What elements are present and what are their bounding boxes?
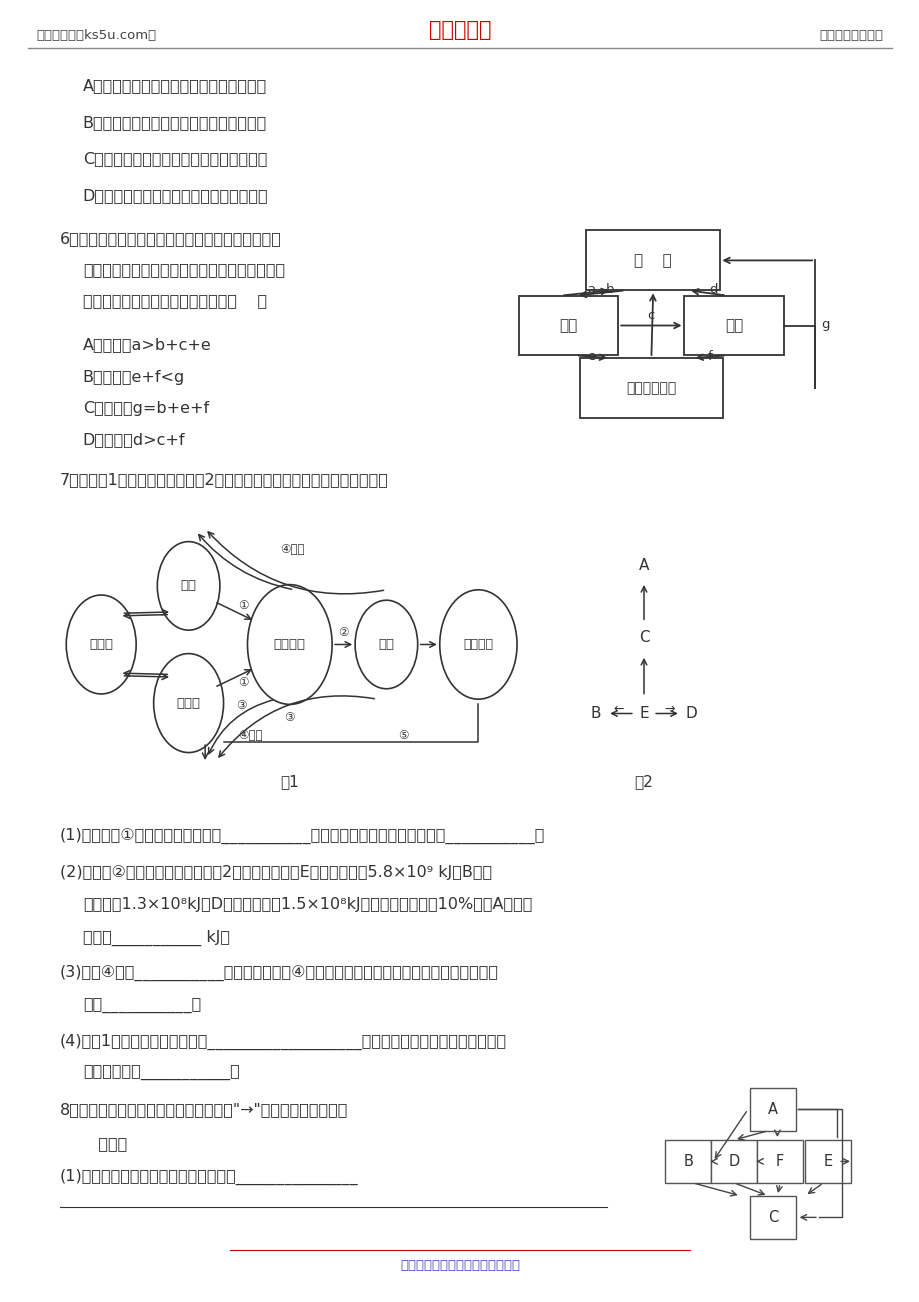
Text: (1)通过过程①，碳由无机环境中的___________转变成绿色植物（如玉米）中的___________。: (1)通过过程①，碳由无机环境中的___________转变成绿色植物（如玉米）… (60, 828, 545, 844)
FancyBboxPatch shape (664, 1141, 710, 1182)
Text: B．秋季，e+f<g: B．秋季，e+f<g (83, 370, 185, 385)
Circle shape (247, 585, 332, 704)
Text: C: C (766, 1210, 777, 1225)
Text: g: g (821, 318, 829, 331)
Text: 图1: 图1 (280, 773, 299, 789)
Text: 具有的特点是___________。: 具有的特点是___________。 (83, 1065, 239, 1081)
Text: 高考资源网（ks5u.com）: 高考资源网（ks5u.com） (37, 29, 157, 42)
Text: 动物: 动物 (378, 638, 394, 651)
Text: (2)设过程②代表的生物之间有如图2所示的关系，若E种群的能量为5.8×10⁹ kJ，B种群: (2)设过程②代表的生物之间有如图2所示的关系，若E种群的能量为5.8×10⁹ … (60, 865, 492, 880)
Text: 7．下面图1为碳循环示意图，图2为某一食物网示意图，请据图回答问题：: 7．下面图1为碳循环示意图，图2为某一食物网示意图，请据图回答问题： (60, 471, 388, 487)
Text: E: E (639, 706, 648, 721)
Text: ⑤: ⑤ (397, 729, 408, 742)
Text: 方向和转移量。下列选项正确的是（    ）: 方向和转移量。下列选项正确的是（ ） (83, 293, 267, 309)
Text: 能量是___________ kJ。: 能量是___________ kJ。 (83, 930, 230, 945)
Text: ②: ② (338, 626, 348, 639)
Text: ①: ① (238, 599, 249, 612)
Text: b: b (605, 283, 614, 296)
Text: (4)由图1可见，碳循环的特点是___________________。伴随着物质循环进行的能量流动: (4)由图1可见，碳循环的特点是___________________。伴随着物… (60, 1034, 506, 1049)
Text: A: A (767, 1101, 777, 1117)
Text: a: a (587, 283, 595, 296)
Text: f: f (707, 350, 712, 363)
Text: D: D (728, 1154, 739, 1169)
Text: 大气圈: 大气圈 (176, 697, 200, 710)
FancyBboxPatch shape (749, 1195, 795, 1240)
Text: 素循环如下图，箭头和字母分别表示碳素传递的: 素循环如下图，箭头和字母分别表示碳素传递的 (83, 262, 285, 277)
Circle shape (66, 595, 136, 694)
Text: 回答：: 回答： (83, 1135, 127, 1151)
Text: 6．我国北方处于平衡状态的某森林生态系统，其碳: 6．我国北方处于平衡状态的某森林生态系统，其碳 (60, 230, 281, 246)
FancyBboxPatch shape (710, 1141, 756, 1182)
Text: 高考资源网版权所有，侵权必究！: 高考资源网版权所有，侵权必究！ (400, 1259, 519, 1272)
Text: ①: ① (238, 676, 249, 689)
FancyBboxPatch shape (749, 1088, 795, 1130)
FancyBboxPatch shape (756, 1141, 802, 1182)
Text: ④遗体: ④遗体 (280, 543, 304, 556)
Text: 成了___________。: 成了___________。 (83, 997, 201, 1013)
Text: 水圈: 水圈 (180, 579, 197, 592)
Text: E: E (823, 1154, 832, 1169)
Text: (3)过程④表示___________作用。参与过程④的生物与同区域中的动植物等其他生物共同构: (3)过程④表示___________作用。参与过程④的生物与同区域中的动植物等… (60, 965, 498, 980)
Text: C．甲为分解者，乙为生产者，丙为消费者: C．甲为分解者，乙为生产者，丙为消费者 (83, 151, 267, 167)
Text: 您身边的高考专家: 您身边的高考专家 (818, 29, 882, 42)
Text: D: D (686, 706, 697, 721)
FancyBboxPatch shape (579, 358, 722, 418)
FancyBboxPatch shape (804, 1141, 850, 1182)
Text: ③: ③ (284, 711, 295, 724)
Text: 大    气: 大 气 (633, 253, 672, 268)
Circle shape (157, 542, 220, 630)
Text: ③: ③ (235, 699, 246, 712)
Text: 动物: 动物 (724, 318, 743, 333)
Text: e: e (587, 350, 595, 363)
Text: (1)写出图中含有四个营养级的食物链：_______________: (1)写出图中含有四个营养级的食物链：_______________ (60, 1169, 358, 1185)
Text: 图2: 图2 (634, 773, 652, 789)
Text: C: C (638, 630, 649, 646)
Text: 8．下图是生态系统碳循环示意图，图中"→"表示碳的流动方向。: 8．下图是生态系统碳循环示意图，图中"→"表示碳的流动方向。 (60, 1101, 347, 1117)
Text: 岩石圈: 岩石圈 (89, 638, 113, 651)
Circle shape (153, 654, 223, 753)
Text: 植物: 植物 (559, 318, 577, 333)
FancyBboxPatch shape (586, 230, 719, 290)
Text: 高考资源网: 高考资源网 (428, 20, 491, 40)
Circle shape (439, 590, 516, 699)
Text: A．甲为生产者，乙为分解者，丙为消费者: A．甲为生产者，乙为分解者，丙为消费者 (83, 78, 267, 94)
Text: A．夏季，a>b+c+e: A．夏季，a>b+c+e (83, 337, 211, 353)
Text: 的能量为1.3×10⁸kJ，D种群的能量为1.5×10⁸kJ，能量传递效率为10%，则A种群的: 的能量为1.3×10⁸kJ，D种群的能量为1.5×10⁸kJ，能量传递效率为10… (83, 897, 531, 913)
Text: A: A (638, 557, 649, 573)
Text: →: → (664, 703, 675, 716)
Text: D．冬季，d>c+f: D．冬季，d>c+f (83, 432, 185, 448)
FancyBboxPatch shape (684, 296, 783, 355)
Text: c: c (647, 309, 654, 322)
Circle shape (355, 600, 417, 689)
Text: D．甲为生产者，乙为消费者，丙为分解者: D．甲为生产者，乙为消费者，丙为分解者 (83, 187, 268, 203)
FancyBboxPatch shape (518, 296, 618, 355)
Text: d: d (709, 283, 718, 296)
Text: ←: ← (612, 703, 623, 716)
Text: 化学燃料: 化学燃料 (463, 638, 493, 651)
Text: B: B (683, 1154, 692, 1169)
Text: 土壤中的生物: 土壤中的生物 (626, 381, 675, 395)
Text: F: F (776, 1154, 783, 1169)
Text: ④遗体: ④遗体 (238, 729, 262, 742)
Text: C．春季，g=b+e+f: C．春季，g=b+e+f (83, 401, 209, 417)
Text: B: B (590, 706, 601, 721)
Text: 绿色植物: 绿色植物 (274, 638, 305, 651)
Text: B．甲为消费者，乙为分解者，丙为生产者: B．甲为消费者，乙为分解者，丙为生产者 (83, 115, 267, 130)
